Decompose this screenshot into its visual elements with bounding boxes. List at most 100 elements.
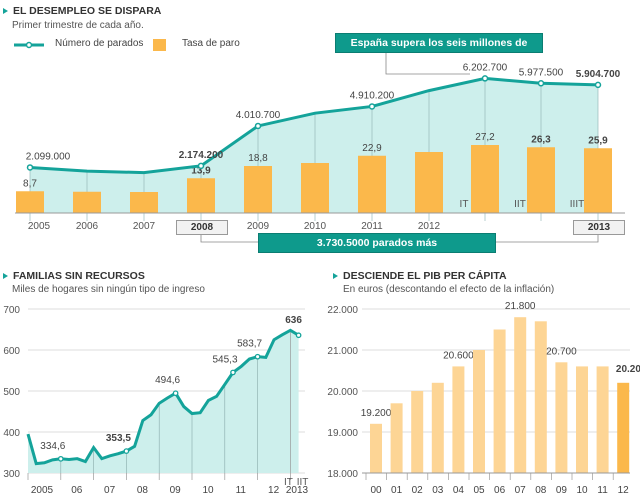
point-label: 636 [285, 315, 302, 326]
gdp-bar [431, 382, 444, 473]
line-marker [172, 390, 179, 397]
line-marker [26, 164, 34, 171]
unemployment-line [29, 76, 599, 175]
gdp-title: DESCIENDE EL PIB PER CÁPITA [333, 270, 507, 282]
rate-bar [301, 163, 329, 213]
y-tick-label: 20.000 [327, 387, 358, 398]
bar-label: 21.800 [505, 301, 536, 312]
y-tick-label: 18.000 [327, 469, 358, 480]
x-tick-label: 06 [71, 485, 83, 496]
rate-bar [244, 166, 272, 213]
y-tick-label: 300 [3, 469, 20, 480]
bar-label: 20.600 [443, 350, 474, 361]
rate-label: 25,9 [588, 135, 608, 146]
gdp-bar [534, 321, 547, 473]
gdp-bar [452, 366, 465, 473]
rate-bar [358, 155, 386, 213]
x-tick-label: 07 [515, 485, 527, 496]
year-box-2013: 2013 [573, 220, 625, 235]
delta-connector-right [494, 233, 599, 243]
x-tick-label: 06 [494, 485, 506, 496]
x-tick-label: 09 [170, 485, 182, 496]
quarter-label: IT [460, 199, 469, 210]
legend-line-label: Número de parados [55, 38, 144, 49]
x-tick-label: 11 [236, 485, 247, 496]
rate-bar [584, 148, 612, 213]
quarter-label: IIT [297, 477, 309, 488]
y-tick-label: 21.000 [327, 346, 358, 357]
line-label: 2.099.000 [26, 151, 71, 162]
gdp-bar [370, 423, 382, 473]
families-title: FAMILIAS SIN RECURSOS [3, 270, 145, 282]
gdp-bar [411, 391, 424, 473]
x-tick-label: 2012 [418, 221, 441, 232]
x-tick-label: 01 [391, 485, 403, 496]
rate-bar [415, 152, 443, 213]
point-label: 334,6 [40, 441, 65, 452]
gdp-bar [390, 403, 403, 473]
y-tick-label: 500 [3, 387, 20, 398]
peak-connector [385, 52, 470, 75]
rate-label: 18,8 [248, 153, 268, 164]
gdp-bar [617, 382, 630, 473]
x-tick-label: 12 [618, 485, 630, 496]
x-tick-label: 2005 [31, 485, 54, 496]
y-tick-label: 22.000 [327, 305, 358, 316]
y-tick-label: 400 [3, 428, 20, 439]
legend-marker [25, 41, 33, 49]
x-tick-label: 10 [202, 485, 214, 496]
gdp-bar [493, 329, 506, 473]
line-marker [481, 75, 489, 82]
line-marker [123, 448, 130, 454]
x-tick-label: 00 [370, 485, 382, 496]
gdp-bar [473, 350, 485, 473]
rate-bar [471, 145, 499, 213]
rate-label: 26,3 [531, 134, 551, 145]
rate-bar [527, 147, 555, 213]
rate-label: 22,9 [362, 143, 382, 154]
line-label: 4.010.700 [236, 110, 281, 121]
rate-bar [130, 192, 158, 213]
y-tick-label: 600 [3, 346, 20, 357]
line-marker [295, 332, 302, 339]
line-label: 5.977.500 [519, 67, 564, 78]
x-tick-label: 12 [268, 485, 280, 496]
x-tick-label: 09 [556, 485, 568, 496]
x-tick-label: 08 [137, 485, 149, 496]
families-line [26, 328, 300, 466]
x-tick-label: 2009 [247, 221, 270, 232]
line-marker [197, 162, 205, 170]
rate-label: 8,7 [23, 178, 37, 189]
unemployment-title: EL DESEMPLEO SE DISPARA [3, 5, 161, 17]
quarter-label: IIIT [570, 199, 584, 210]
x-tick-label: 02 [412, 485, 424, 496]
x-tick-label: 11 [597, 485, 608, 496]
x-tick-label: 2006 [76, 221, 99, 232]
delta-callout: 3.730.5000 parados más [258, 233, 496, 253]
point-label: 494,6 [155, 375, 180, 386]
gdp-bar [555, 362, 568, 473]
gdp-bar [596, 366, 609, 473]
gdp-bar [514, 317, 527, 473]
rate-bar [73, 191, 101, 213]
y-tick-label: 700 [3, 305, 20, 316]
x-tick-label: 2005 [28, 221, 51, 232]
point-label: 545,3 [212, 354, 237, 365]
x-tick-label: 2013 [286, 485, 309, 496]
x-tick-label: 2007 [133, 221, 156, 232]
y-tick-label: 19.000 [327, 428, 358, 439]
unemployment-subtitle: Primer trimestre de cada año. [12, 20, 144, 31]
bar-label: 20.700 [546, 346, 577, 357]
line-marker [368, 103, 376, 110]
x-tick-label: 07 [104, 485, 116, 496]
line-marker [254, 353, 261, 360]
rate-bar [16, 191, 44, 213]
rate-label: 27,2 [475, 132, 495, 143]
legend-bar-label: Tasa de paro [182, 38, 240, 49]
line-label: 5.904.700 [576, 69, 621, 80]
gdp-subtitle: En euros (descontando el efecto de la in… [343, 284, 555, 295]
line-marker [230, 369, 236, 376]
peak-callout: España supera los seis millones de parad… [335, 33, 543, 67]
